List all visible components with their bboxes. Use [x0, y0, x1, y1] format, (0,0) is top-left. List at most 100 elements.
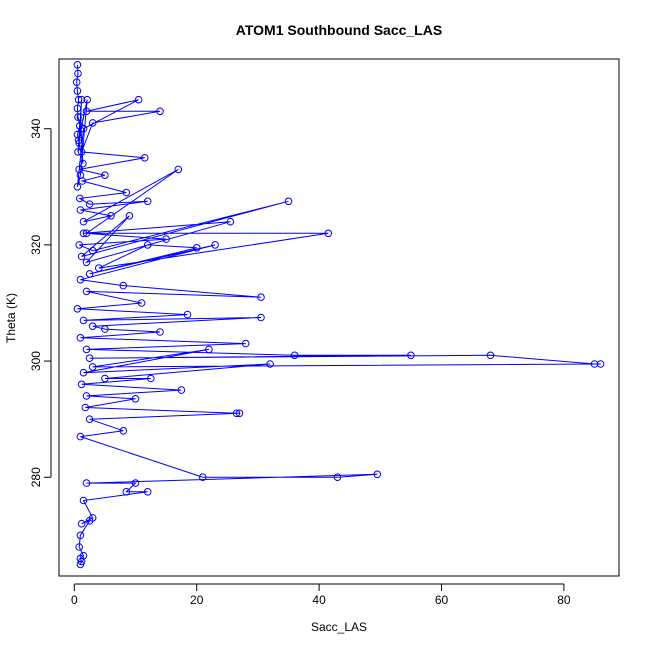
data-point	[82, 392, 91, 400]
data-point	[211, 241, 219, 249]
data-point	[77, 380, 86, 389]
axes: 0 20 40 60 80 280 300 320 340	[29, 118, 571, 607]
data-point	[143, 197, 152, 206]
data-point	[125, 212, 134, 220]
data-point	[85, 415, 94, 424]
data-point	[77, 252, 86, 261]
data-point	[143, 488, 152, 496]
data-point	[143, 241, 152, 249]
data-point	[81, 403, 90, 412]
data-point	[77, 148, 86, 156]
x-tick-label: 0	[71, 593, 78, 607]
data-point	[77, 95, 86, 104]
data-point	[205, 345, 213, 354]
data-series	[72, 61, 605, 569]
data-point	[235, 409, 244, 418]
data-point	[76, 560, 85, 569]
data-point	[74, 69, 82, 78]
data-point	[122, 488, 131, 496]
data-point	[74, 136, 83, 145]
plot-frame	[58, 58, 620, 577]
data-point	[162, 235, 170, 243]
data-point	[486, 351, 495, 360]
data-point	[131, 395, 140, 403]
data-point	[75, 241, 83, 249]
data-point	[82, 287, 91, 296]
data-point	[74, 113, 82, 121]
data-point	[79, 229, 88, 238]
data-point	[107, 212, 115, 220]
data-point	[137, 299, 146, 307]
data-point	[95, 264, 103, 272]
data-point	[333, 473, 342, 482]
data-point	[131, 479, 140, 487]
data-point	[407, 351, 415, 360]
data-point	[78, 177, 87, 185]
data-point	[122, 188, 131, 197]
y-tick-label: 300	[29, 351, 43, 371]
data-point	[192, 244, 201, 252]
data-point	[79, 368, 88, 377]
data-point	[75, 139, 83, 147]
data-point	[73, 305, 82, 313]
y-tick-label: 320	[29, 235, 43, 255]
data-point	[226, 217, 235, 226]
data-point	[74, 148, 82, 156]
chart-title: ATOM1 Southbound Sacc_LAS	[236, 22, 442, 38]
data-point	[73, 61, 82, 69]
data-point	[76, 113, 85, 121]
data-point	[76, 334, 85, 342]
x-axis-label: Sacc_LAS	[311, 620, 367, 634]
data-point	[232, 409, 241, 418]
data-point	[590, 360, 599, 368]
data-point	[85, 200, 94, 208]
data-point	[82, 479, 91, 487]
data-point	[76, 531, 85, 540]
data-point	[119, 427, 128, 435]
data-point	[119, 281, 128, 290]
data-point	[134, 95, 143, 104]
data-point	[75, 543, 83, 551]
data-point	[79, 316, 88, 325]
data-point	[88, 322, 97, 331]
data-point	[156, 328, 164, 336]
data-point	[147, 374, 155, 383]
data-point	[79, 217, 88, 226]
data-point	[74, 95, 83, 104]
data-point	[199, 473, 207, 482]
data-point	[73, 130, 82, 139]
data-point	[79, 159, 87, 168]
data-point	[101, 374, 109, 383]
data-point	[76, 194, 84, 203]
data-point	[88, 246, 97, 255]
data-point	[257, 313, 265, 322]
y-tick-label: 340	[29, 118, 43, 138]
data-point	[88, 119, 97, 127]
data-point	[82, 229, 91, 238]
data-point	[177, 386, 186, 394]
data-point	[101, 171, 109, 179]
data-point	[82, 345, 91, 354]
data-point	[76, 432, 85, 441]
data-point	[75, 165, 83, 174]
y-axis-label: Theta (K)	[4, 293, 18, 343]
x-tick-label: 40	[312, 593, 326, 607]
x-tick-label: 20	[190, 593, 204, 607]
data-point	[174, 165, 183, 174]
data-point	[373, 470, 382, 479]
data-point	[290, 351, 299, 360]
x-tick-label: 80	[557, 593, 571, 607]
data-point	[85, 354, 94, 363]
data-point	[82, 258, 91, 267]
data-point	[79, 496, 88, 505]
data-point	[77, 519, 86, 528]
data-point	[83, 95, 91, 104]
data-point	[101, 325, 109, 333]
data-point	[257, 293, 265, 302]
data-point	[73, 87, 82, 95]
data-point	[596, 360, 605, 368]
data-point	[73, 183, 82, 191]
data-point	[156, 107, 164, 116]
data-point	[284, 197, 293, 206]
